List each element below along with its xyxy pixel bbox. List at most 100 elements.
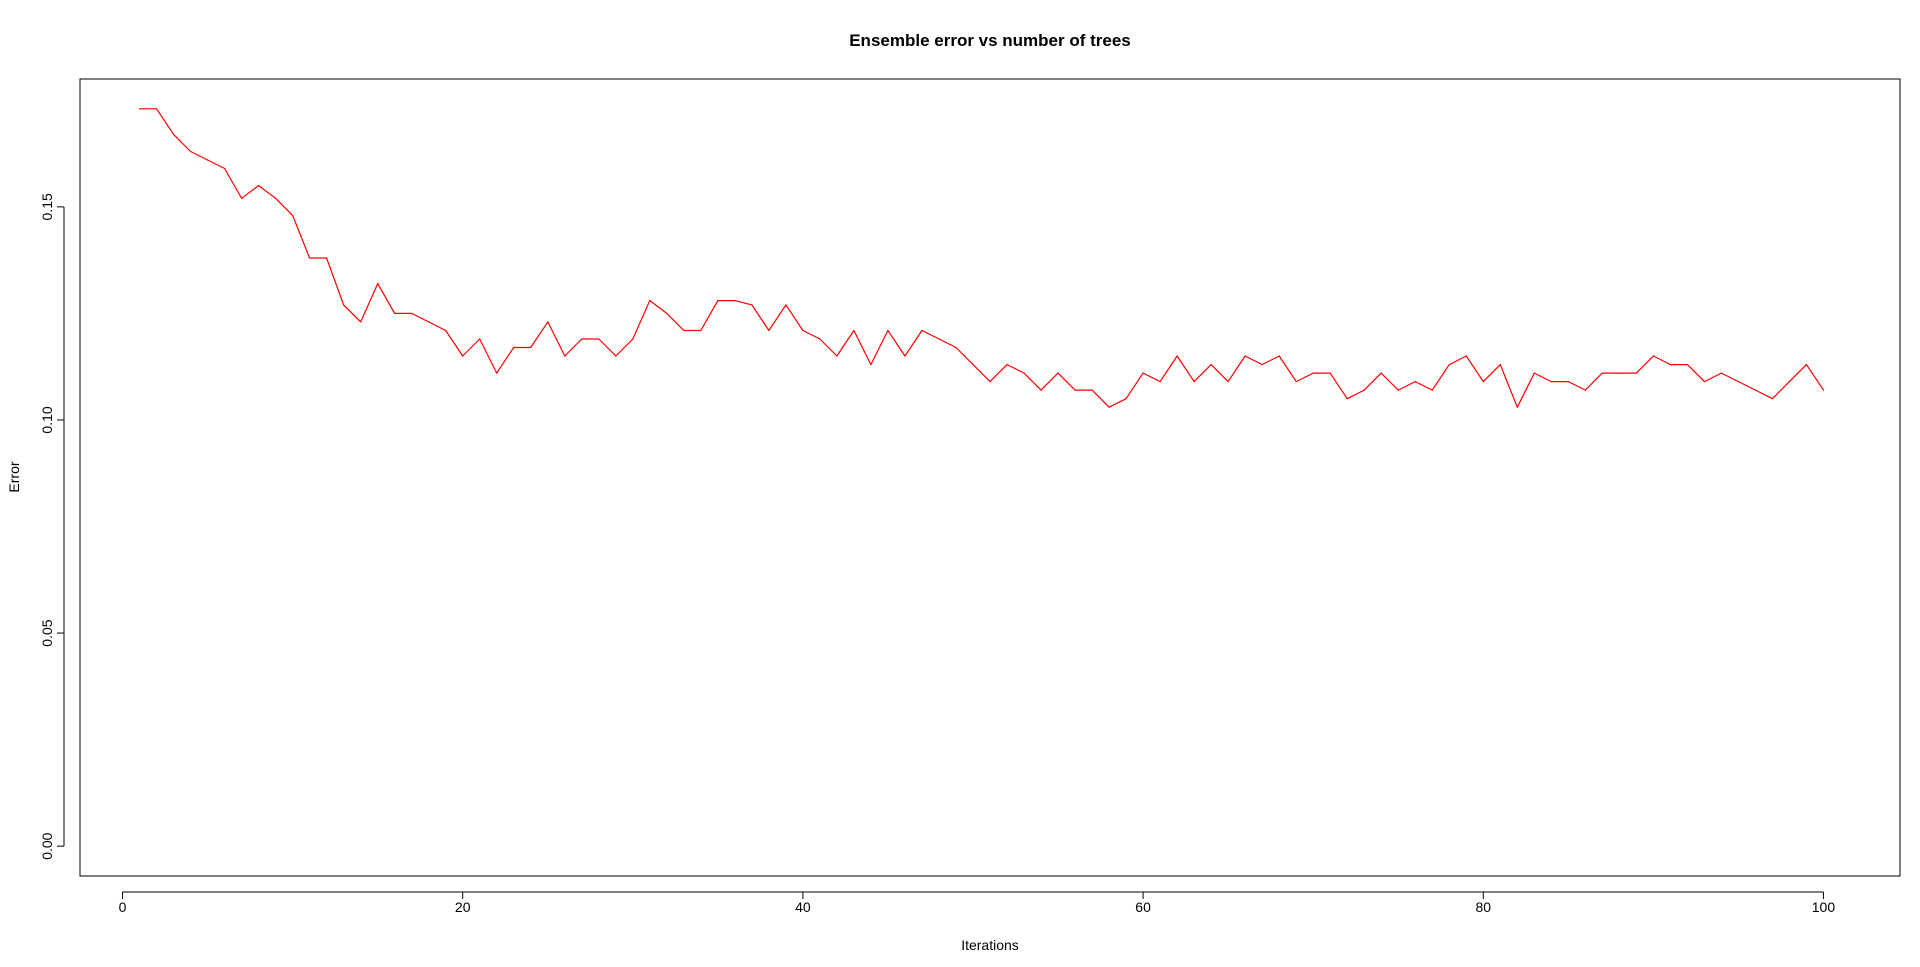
data-point — [394, 312, 396, 315]
y-tick-label: 0.15 — [39, 193, 55, 220]
data-point — [853, 329, 855, 332]
x-tick-label: 100 — [1812, 899, 1836, 915]
data-point — [1312, 372, 1314, 374]
data-point — [377, 282, 379, 285]
data-point — [155, 108, 158, 110]
data-point — [411, 312, 413, 315]
data-point — [870, 363, 872, 366]
data-point — [1295, 381, 1297, 383]
data-point — [1125, 398, 1127, 400]
data-point — [802, 329, 804, 332]
data-point — [598, 338, 600, 340]
data-point — [189, 150, 192, 153]
data-point — [1193, 381, 1195, 383]
data-point — [1584, 389, 1586, 391]
data-point — [683, 329, 685, 332]
data-point — [1550, 381, 1552, 383]
data-point — [1431, 389, 1433, 391]
data-point — [1278, 355, 1280, 357]
data-point — [445, 329, 447, 332]
data-point — [1261, 363, 1263, 366]
data-point — [428, 321, 430, 323]
data-point — [547, 321, 549, 323]
data-point — [972, 363, 974, 366]
data-point — [172, 133, 175, 136]
data-point — [904, 355, 906, 357]
data-point — [496, 372, 498, 374]
data-point — [462, 355, 464, 357]
data-point — [1652, 355, 1654, 357]
data-point — [734, 300, 736, 302]
data-point — [240, 197, 243, 199]
data-point — [1533, 372, 1535, 374]
data-point — [1448, 363, 1450, 366]
data-point — [1040, 389, 1042, 391]
data-point — [1567, 381, 1569, 383]
data-point — [1006, 363, 1008, 366]
data-point — [785, 304, 787, 306]
x-tick-label: 60 — [1135, 899, 1151, 915]
x-axis: 0 20 40 60 80 100 — [119, 891, 1836, 915]
data-point — [1057, 372, 1059, 374]
data-point — [1210, 363, 1212, 366]
data-point — [1227, 381, 1229, 383]
data-point — [836, 355, 838, 357]
data-point — [1771, 398, 1774, 400]
data-point — [1822, 389, 1825, 391]
data-point — [768, 329, 770, 332]
data-point — [921, 329, 923, 332]
data-point — [615, 355, 617, 357]
data-point — [564, 355, 566, 357]
y-axis-label: Error — [6, 461, 22, 492]
data-point — [360, 321, 362, 323]
data-point — [1618, 372, 1620, 374]
data-point — [1244, 355, 1246, 357]
data-point — [1023, 372, 1025, 374]
data-point — [649, 300, 651, 302]
data-point — [581, 338, 583, 340]
series-layer — [138, 108, 1825, 408]
data-point — [1635, 372, 1637, 374]
data-point — [343, 304, 345, 306]
data-point — [275, 197, 277, 199]
data-point — [819, 338, 821, 340]
data-point — [1686, 363, 1688, 366]
data-point — [1516, 406, 1518, 408]
data-point — [1363, 389, 1365, 391]
data-point — [751, 304, 753, 306]
data-point — [1091, 389, 1093, 391]
data-point — [1601, 372, 1603, 374]
data-point — [223, 167, 226, 170]
data-point — [1754, 389, 1757, 391]
data-point — [1703, 381, 1705, 383]
data-point — [1414, 381, 1416, 383]
chart-title: Ensemble error vs number of trees — [849, 31, 1131, 50]
plot-frame — [79, 78, 1901, 877]
series-line — [139, 108, 1824, 408]
data-point — [530, 346, 532, 349]
data-point — [717, 300, 719, 302]
data-point — [479, 338, 481, 340]
data-point — [1720, 372, 1723, 374]
y-tick-label: 0.10 — [39, 406, 55, 433]
data-point — [206, 159, 209, 161]
data-point — [887, 329, 889, 332]
y-axis: 0.00 0.05 0.10 0.15 — [39, 193, 65, 860]
data-point — [1805, 363, 1808, 366]
x-tick-label: 80 — [1475, 899, 1491, 915]
data-point — [1788, 381, 1791, 383]
y-tick-label: 0.05 — [39, 619, 55, 646]
data-point — [513, 346, 515, 349]
data-point — [1669, 363, 1671, 366]
data-point — [1465, 355, 1467, 357]
data-point — [1482, 381, 1484, 383]
data-point — [1499, 363, 1501, 366]
y-tick-label: 0.00 — [39, 832, 55, 859]
data-point — [1142, 372, 1144, 374]
data-point — [1397, 389, 1399, 391]
data-point — [138, 108, 141, 110]
data-point — [1108, 406, 1110, 408]
data-point — [326, 257, 328, 259]
